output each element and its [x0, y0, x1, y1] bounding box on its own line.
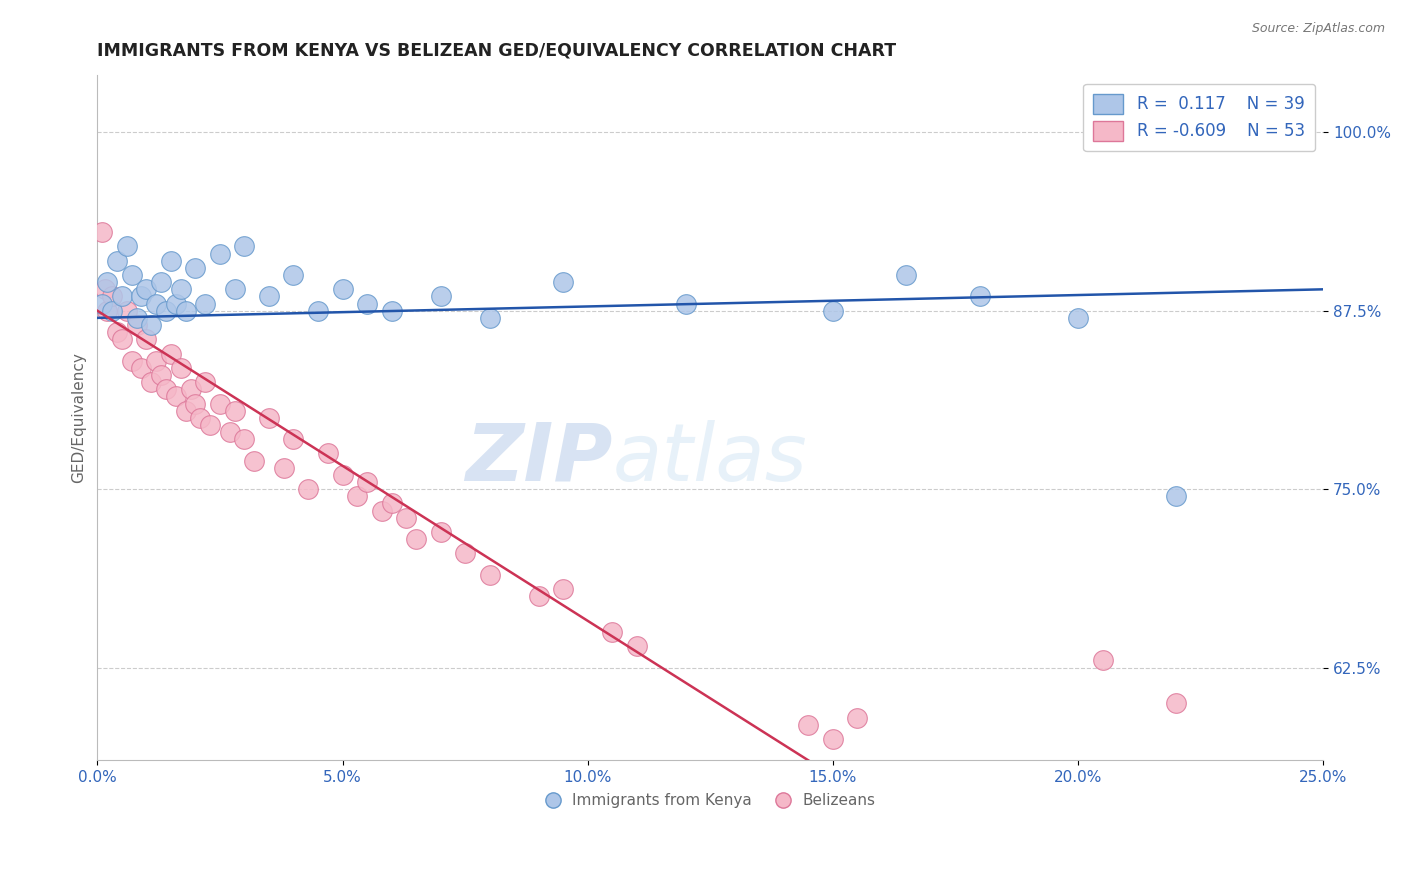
Point	[174, 403, 197, 417]
Point	[115, 303, 138, 318]
Legend: Immigrants from Kenya, Belizeans: Immigrants from Kenya, Belizeans	[538, 787, 882, 814]
Point	[527, 589, 550, 603]
Point	[283, 268, 305, 282]
Point	[91, 225, 114, 239]
Point	[553, 582, 575, 596]
Text: atlas: atlas	[612, 420, 807, 498]
Point	[395, 510, 418, 524]
Point	[96, 303, 118, 318]
Point	[332, 467, 354, 482]
Point	[675, 296, 697, 310]
Point	[150, 275, 173, 289]
Point	[346, 489, 368, 503]
Point	[141, 375, 163, 389]
Point	[553, 275, 575, 289]
Point	[969, 289, 991, 303]
Point	[316, 446, 339, 460]
Point	[821, 731, 844, 746]
Point	[184, 396, 207, 410]
Point	[1067, 310, 1090, 325]
Point	[332, 282, 354, 296]
Point	[170, 282, 193, 296]
Point	[307, 303, 329, 318]
Point	[297, 482, 319, 496]
Point	[180, 382, 202, 396]
Point	[797, 717, 820, 731]
Text: IMMIGRANTS FROM KENYA VS BELIZEAN GED/EQUIVALENCY CORRELATION CHART: IMMIGRANTS FROM KENYA VS BELIZEAN GED/EQ…	[97, 42, 897, 60]
Point	[821, 303, 844, 318]
Point	[155, 382, 177, 396]
Point	[115, 239, 138, 253]
Point	[93, 282, 115, 296]
Point	[105, 325, 128, 339]
Point	[121, 268, 143, 282]
Point	[846, 710, 869, 724]
Point	[194, 296, 217, 310]
Point	[111, 289, 134, 303]
Text: ZIP: ZIP	[465, 420, 612, 498]
Point	[208, 246, 231, 260]
Point	[131, 289, 153, 303]
Point	[125, 310, 148, 325]
Point	[1166, 696, 1188, 710]
Point	[1288, 118, 1310, 132]
Point	[194, 375, 217, 389]
Point	[224, 403, 246, 417]
Point	[198, 417, 221, 432]
Point	[381, 303, 404, 318]
Point	[105, 253, 128, 268]
Point	[121, 353, 143, 368]
Point	[165, 389, 187, 403]
Point	[371, 503, 394, 517]
Point	[218, 425, 240, 439]
Point	[257, 289, 280, 303]
Point	[233, 432, 256, 446]
Point	[429, 524, 451, 539]
Point	[429, 289, 451, 303]
Point	[1166, 489, 1188, 503]
Point	[896, 268, 918, 282]
Point	[208, 396, 231, 410]
Point	[273, 460, 295, 475]
Point	[101, 303, 124, 318]
Point	[101, 289, 124, 303]
Point	[233, 239, 256, 253]
Point	[188, 410, 211, 425]
Point	[184, 260, 207, 275]
Point	[405, 532, 427, 546]
Point	[1091, 653, 1114, 667]
Point	[96, 275, 118, 289]
Point	[111, 332, 134, 346]
Point	[356, 296, 378, 310]
Point	[283, 432, 305, 446]
Point	[145, 296, 167, 310]
Point	[600, 624, 623, 639]
Point	[454, 546, 477, 560]
Point	[243, 453, 266, 467]
Point	[160, 253, 183, 268]
Point	[174, 303, 197, 318]
Point	[478, 310, 501, 325]
Y-axis label: GED/Equivalency: GED/Equivalency	[72, 352, 86, 483]
Point	[478, 567, 501, 582]
Point	[91, 296, 114, 310]
Point	[170, 360, 193, 375]
Point	[150, 368, 173, 382]
Point	[160, 346, 183, 360]
Point	[125, 318, 148, 332]
Point	[145, 353, 167, 368]
Point	[135, 332, 157, 346]
Point	[165, 296, 187, 310]
Point	[131, 360, 153, 375]
Point	[356, 475, 378, 489]
Point	[257, 410, 280, 425]
Point	[224, 282, 246, 296]
Point	[155, 303, 177, 318]
Point	[626, 639, 648, 653]
Point	[135, 282, 157, 296]
Point	[141, 318, 163, 332]
Text: Source: ZipAtlas.com: Source: ZipAtlas.com	[1251, 22, 1385, 36]
Point	[381, 496, 404, 510]
